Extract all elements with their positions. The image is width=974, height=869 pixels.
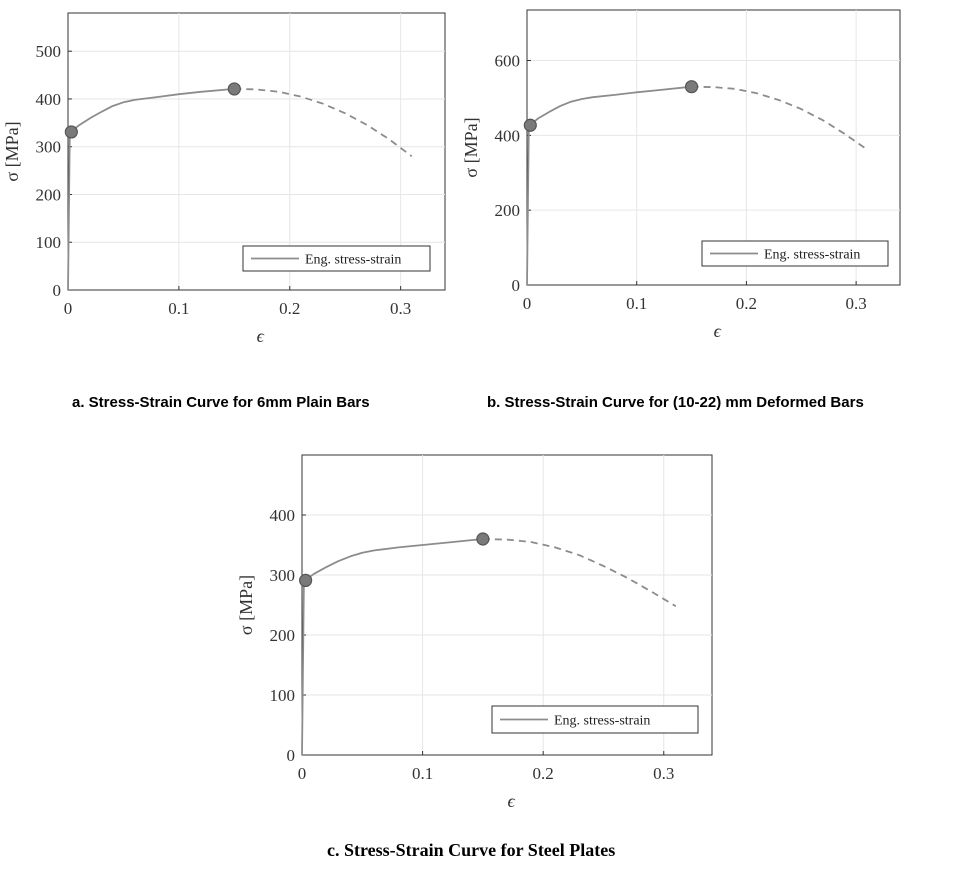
chart-b: 0 0.1 0.2 0.3 0 200 400 600 ϵ σ [MPa] Eng. stress-… — [461, 9, 901, 341]
x-axis-label: ϵ — [507, 791, 515, 811]
y-tick-label: 200 — [495, 201, 521, 220]
data-point-marker — [299, 573, 313, 588]
y-tick-label: 300 — [36, 138, 62, 157]
y-tick-label: 0 — [287, 746, 296, 765]
y-axis-label: σ [MPa] — [2, 121, 22, 181]
x-tick-label: 0 — [298, 764, 307, 783]
y-tick-label: 100 — [36, 233, 62, 252]
y-tick-label: 400 — [495, 126, 521, 145]
y-tick-label: 0 — [512, 276, 521, 295]
series-line-dashed — [482, 538, 677, 607]
x-tick-label: 0.2 — [533, 764, 554, 783]
legend-label: Eng. stress-strain — [764, 248, 860, 263]
data-point-marker — [227, 82, 241, 96]
chart-a: 0 0.1 0.2 0.3 0 100 200 300 400 500 ϵ σ [MPa] Eng. s… — [2, 12, 446, 346]
y-tick-label: 200 — [270, 626, 296, 645]
y-tick-label: 0 — [53, 281, 62, 300]
y-tick-label: 200 — [36, 185, 62, 204]
y-tick-label: 500 — [36, 42, 62, 61]
series-line-dashed — [691, 85, 868, 151]
legend: Eng. stress-strain — [491, 705, 699, 734]
caption-a: a. Stress-Strain Curve for 6mm Plain Bar… — [72, 394, 370, 411]
data-point-marker — [476, 532, 490, 546]
caption-b: b. Stress-Strain Curve for (10-22) mm De… — [487, 394, 864, 411]
y-tick-label: 400 — [270, 506, 296, 525]
plot-frame — [301, 454, 713, 756]
x-tick-label: 0.1 — [168, 299, 189, 318]
x-tick-label: 0 — [523, 294, 532, 313]
x-tick-label: 0.3 — [653, 764, 674, 783]
data-point-marker — [684, 80, 699, 94]
plot-frame — [67, 12, 446, 291]
y-tick-label: 100 — [270, 686, 296, 705]
chart-c: 0 0.1 0.2 0.3 0 100 200 300 400 ϵ σ [MPa] Eng. stre… — [236, 454, 713, 811]
x-tick-label: 0.1 — [412, 764, 433, 783]
x-tick-label: 0.1 — [626, 294, 647, 313]
data-point-marker — [523, 118, 537, 132]
caption-c: c. Stress-Strain Curve for Steel Plates — [327, 840, 616, 860]
legend: Eng. stress-strain — [242, 245, 431, 272]
y-tick-label: 400 — [36, 90, 62, 109]
legend-label: Eng. stress-strain — [554, 714, 650, 729]
plot-frame — [526, 9, 901, 286]
x-tick-label: 0 — [64, 299, 73, 318]
x-axis-label: ϵ — [714, 321, 722, 341]
legend-label: Eng. stress-strain — [305, 253, 401, 268]
y-tick-label: 300 — [270, 566, 296, 585]
y-axis-label: σ [MPa] — [461, 117, 481, 177]
data-point-marker — [64, 125, 78, 139]
x-axis-label: ϵ — [257, 326, 265, 346]
y-tick-label: 600 — [495, 52, 521, 71]
x-tick-label: 0.3 — [845, 294, 866, 313]
x-tick-label: 0.2 — [279, 299, 300, 318]
x-tick-label: 0.3 — [390, 299, 411, 318]
series-line-dashed — [234, 88, 413, 158]
y-axis-label: σ [MPa] — [236, 575, 256, 635]
legend: Eng. stress-strain — [701, 240, 889, 267]
x-tick-label: 0.2 — [736, 294, 757, 313]
